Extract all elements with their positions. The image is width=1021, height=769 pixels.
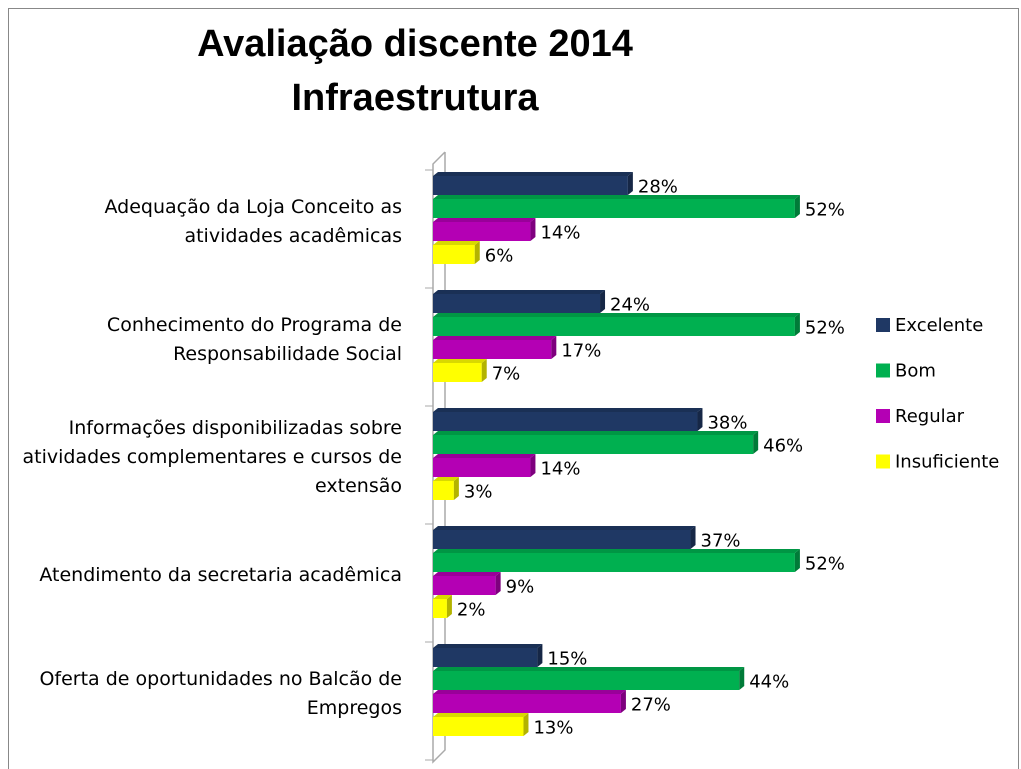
- bar-side: [523, 713, 529, 736]
- value-label: 38%: [707, 413, 747, 434]
- bar-top: [433, 241, 480, 245]
- bar-top: [433, 644, 543, 648]
- bar: [433, 317, 795, 336]
- value-label: 37%: [701, 531, 741, 552]
- bar: [433, 199, 795, 218]
- bar-top: [433, 336, 557, 340]
- bar-side: [739, 667, 745, 690]
- bar-side: [620, 690, 626, 713]
- bar-side: [794, 549, 800, 572]
- bar-top: [433, 359, 487, 363]
- bar-top: [433, 667, 745, 671]
- bar-top: [433, 549, 800, 553]
- value-label: 7%: [492, 364, 521, 385]
- bar-side: [537, 644, 543, 667]
- chart-title: Avaliação discente 2014: [197, 23, 633, 65]
- legend-label: Insuficiente: [895, 452, 999, 473]
- bar: [433, 176, 628, 195]
- category-label: Informações disponibilizadas sobre ativi…: [22, 417, 403, 497]
- bar-top: [433, 431, 759, 435]
- value-label: 52%: [805, 200, 845, 221]
- bar-top: [433, 408, 703, 412]
- value-label: 46%: [763, 436, 803, 457]
- bar: [433, 671, 740, 690]
- value-label: 14%: [540, 459, 580, 480]
- legend-label: Regular: [895, 406, 965, 427]
- value-label: 24%: [610, 295, 650, 316]
- bar: [433, 717, 524, 736]
- bar-side: [530, 454, 536, 477]
- bar-top: [433, 195, 800, 199]
- bar-top: [433, 313, 800, 317]
- legend-swatch: [876, 363, 890, 378]
- bar-top: [433, 172, 633, 176]
- value-label: 9%: [506, 577, 535, 598]
- legend-swatch: [876, 454, 890, 469]
- bar-top: [433, 690, 626, 694]
- value-label: 28%: [638, 177, 678, 198]
- value-label: 3%: [464, 482, 493, 503]
- legend-swatch: [876, 318, 890, 332]
- value-label: 52%: [805, 554, 845, 575]
- bar: [433, 481, 454, 500]
- bar: [433, 294, 601, 313]
- bar: [433, 599, 447, 618]
- bar-top: [433, 454, 536, 458]
- bar-side: [753, 431, 759, 454]
- bar-side: [794, 313, 800, 336]
- value-label: 2%: [457, 600, 486, 621]
- bar-side: [495, 572, 501, 595]
- bar: [433, 576, 496, 595]
- legend-swatch: [876, 409, 890, 423]
- chart-subtitle: Infraestrutura: [291, 77, 539, 119]
- bar: [433, 435, 754, 454]
- bar: [433, 363, 482, 382]
- category-label: Adequação da Loja Conceito as atividades…: [104, 195, 403, 247]
- category-label: Atendimento da secretaria acadêmica: [39, 564, 402, 586]
- bar-top: [433, 572, 501, 576]
- bar: [433, 245, 475, 264]
- value-label: 27%: [631, 695, 671, 716]
- bar-top: [433, 595, 452, 599]
- value-label: 44%: [749, 672, 789, 693]
- category-label: Oferta de oportunidades no Balcão de Emp…: [39, 667, 402, 719]
- bar: [433, 553, 795, 572]
- bar-side: [481, 359, 487, 382]
- bar-side: [627, 172, 633, 195]
- bar-top: [433, 713, 529, 717]
- value-label: 17%: [561, 341, 601, 362]
- bar: [433, 458, 531, 477]
- bar-top: [433, 218, 536, 222]
- bar: [433, 340, 552, 359]
- bar-side: [600, 290, 606, 313]
- bar: [433, 222, 531, 241]
- bar-top: [433, 477, 459, 481]
- value-label: 14%: [540, 223, 580, 244]
- bar-side: [690, 526, 696, 549]
- bar: [433, 530, 691, 549]
- value-label: 6%: [485, 246, 514, 267]
- bar-side: [453, 477, 459, 500]
- bar-side: [794, 195, 800, 218]
- category-label: Conhecimento do Programa de Responsabili…: [106, 313, 402, 365]
- legend-label: Bom: [895, 361, 936, 382]
- bar-side: [474, 241, 480, 264]
- legend-label: Excelente: [895, 315, 983, 336]
- bar-side: [446, 595, 452, 618]
- value-label: 52%: [805, 318, 845, 339]
- value-label: 13%: [533, 718, 573, 739]
- value-label: 15%: [547, 649, 587, 670]
- bar-top: [433, 526, 696, 530]
- bar-side: [530, 218, 536, 241]
- bar: [433, 694, 621, 713]
- bar-side: [697, 408, 703, 431]
- bar-top: [433, 290, 606, 294]
- bar-side: [551, 336, 557, 359]
- bar: [433, 412, 698, 431]
- bar: [433, 648, 538, 667]
- chart-border: [8, 8, 1019, 769]
